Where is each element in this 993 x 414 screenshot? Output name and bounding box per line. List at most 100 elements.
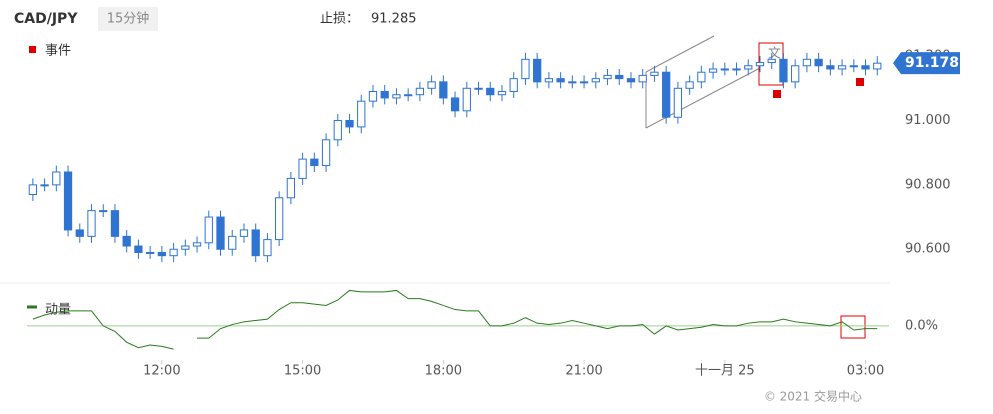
candle-body xyxy=(110,210,120,237)
candle-body xyxy=(826,65,835,70)
momentum-line xyxy=(197,289,878,339)
candle-body xyxy=(239,229,249,237)
candle-body xyxy=(146,251,155,254)
candle-body xyxy=(122,235,131,247)
candle-body xyxy=(298,158,307,179)
candle-body xyxy=(509,78,518,93)
candle-body xyxy=(544,78,554,83)
candle-body xyxy=(286,177,296,199)
candle-body xyxy=(708,68,718,73)
candle-body xyxy=(849,65,858,68)
last-price-tag xyxy=(893,52,960,75)
candle-body xyxy=(450,97,460,112)
candle-body xyxy=(345,119,354,128)
candle-body xyxy=(439,81,448,99)
candle-body xyxy=(591,78,600,83)
y-tick-label: 90.800 xyxy=(905,177,951,192)
candle-body xyxy=(87,210,96,237)
candle-body xyxy=(204,216,213,244)
channel-line xyxy=(645,67,761,129)
candle-body xyxy=(779,58,788,83)
candle-body xyxy=(251,229,260,257)
candle-body xyxy=(556,78,565,83)
candle-body xyxy=(861,65,870,70)
candle-body xyxy=(837,65,847,70)
candle-body xyxy=(192,242,202,247)
candle-body xyxy=(603,74,612,80)
candle-body xyxy=(52,171,61,186)
candle-body xyxy=(673,87,683,118)
candle-body xyxy=(415,87,425,96)
interval-box[interactable] xyxy=(98,7,158,31)
candle-body xyxy=(732,68,741,71)
footer: © 2021 交易中心 xyxy=(764,389,862,404)
event-box[interactable] xyxy=(840,315,866,339)
candle-body xyxy=(28,184,37,196)
legend-swatch xyxy=(29,46,36,53)
candle-body xyxy=(744,65,753,70)
candle-body xyxy=(486,87,495,96)
candle-body xyxy=(63,171,73,231)
candle-body xyxy=(157,251,167,257)
candle-body xyxy=(697,71,706,83)
y2-tick-label: 0.0% xyxy=(905,318,938,333)
candle-body xyxy=(263,239,272,257)
candle-body xyxy=(638,74,647,83)
candle-body xyxy=(497,91,507,96)
candle-body xyxy=(462,87,471,112)
momentum-line xyxy=(32,310,174,350)
legend-label: 事件 xyxy=(45,44,71,59)
candle-body xyxy=(380,91,389,99)
candle-body xyxy=(662,71,671,118)
candle-body xyxy=(474,87,483,90)
event-marker[interactable] xyxy=(773,90,781,98)
x-tick-label: 03:00 xyxy=(847,364,884,379)
y-tick-label: 91.000 xyxy=(905,113,951,128)
stop-loss-value: 91.285 xyxy=(371,12,417,27)
candle-body xyxy=(228,235,237,250)
x-tick-label: 十一月 25 xyxy=(695,364,755,379)
candle-body xyxy=(134,245,143,253)
candle-body xyxy=(40,184,49,187)
candle-body xyxy=(75,229,84,237)
stop-loss-label: 止损： xyxy=(320,12,359,27)
chart-title: CAD/JPY xyxy=(14,11,78,27)
candle-body xyxy=(333,119,342,141)
candle-body xyxy=(368,91,378,102)
x-tick-label: 21:00 xyxy=(565,364,602,379)
y-tick-label: 90.600 xyxy=(905,242,951,257)
candle-body xyxy=(404,94,413,97)
x-tick-label: 18:00 xyxy=(425,364,462,379)
candle-body xyxy=(392,94,401,99)
candle-body xyxy=(181,245,190,250)
candle-body xyxy=(216,216,225,250)
candle-body xyxy=(626,78,636,83)
candle-body xyxy=(427,81,436,89)
last-price-label: 91.178 xyxy=(905,55,959,71)
interval[interactable]: 15分钟 xyxy=(107,11,150,27)
candle-body xyxy=(685,81,694,89)
candle-body xyxy=(99,210,108,213)
candle-body xyxy=(533,58,542,83)
candle-body xyxy=(767,58,776,64)
candle-body xyxy=(873,62,882,70)
candle-body xyxy=(650,71,659,76)
event-marker[interactable] xyxy=(856,78,864,86)
channel-line xyxy=(645,35,715,73)
x-tick-label: 15:00 xyxy=(284,364,321,379)
candle-body xyxy=(802,58,812,67)
candle-body xyxy=(615,74,624,80)
candle-body xyxy=(310,158,319,167)
candle-body xyxy=(169,248,178,257)
candle-body xyxy=(521,58,530,80)
momentum-legend: 动量 xyxy=(45,303,71,318)
x-tick-label: 12:00 xyxy=(143,364,180,379)
candle-body xyxy=(791,65,800,83)
candle-body xyxy=(814,58,823,67)
candle-body xyxy=(720,68,729,71)
candle-body xyxy=(275,197,284,241)
candle-body xyxy=(321,139,331,167)
